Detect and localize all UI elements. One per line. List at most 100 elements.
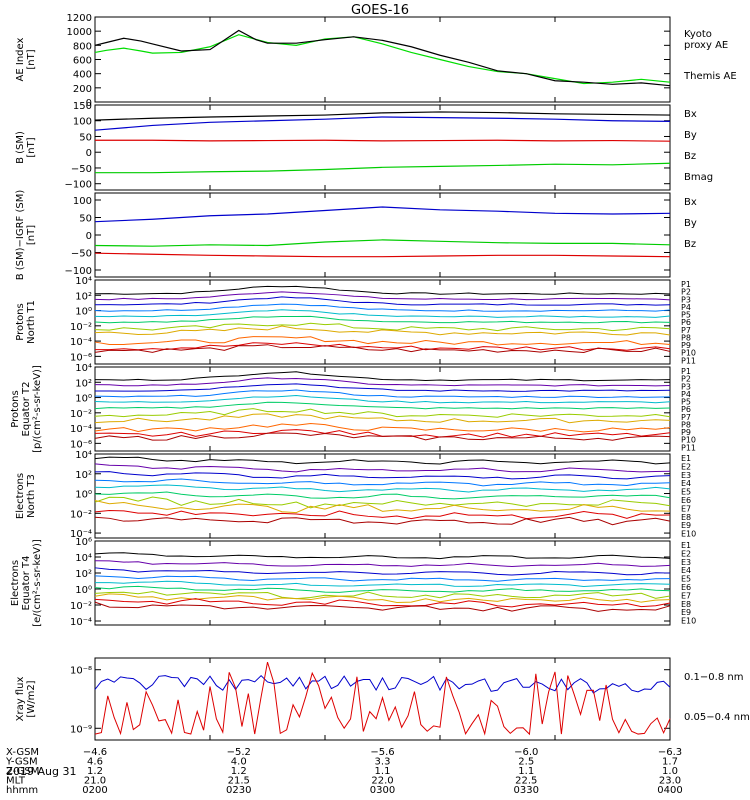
- channel-line: [94, 510, 671, 520]
- channel-line: [94, 567, 671, 576]
- x-row-value: 0330: [514, 785, 539, 796]
- legend-label: Bz: [684, 151, 696, 162]
- channel-label: P10: [681, 349, 696, 358]
- channel-line: [94, 591, 671, 600]
- y-axis-label: ProtonsNorth T1: [15, 300, 37, 344]
- panel-frame: [94, 540, 671, 626]
- channel-label: E6: [681, 496, 691, 505]
- x-row-value: 0200: [82, 785, 107, 796]
- x-row-label: Y-GSM: [5, 757, 38, 768]
- channel-line: [94, 309, 671, 318]
- series-line: [94, 111, 671, 121]
- series-line: [94, 29, 671, 87]
- channel-line: [94, 601, 671, 612]
- legend-label: Bx: [684, 109, 697, 120]
- y-tick-label: 10²: [75, 569, 92, 580]
- y-tick-label: 10⁻⁹: [70, 724, 92, 735]
- channel-line: [94, 296, 671, 306]
- y-tick-label: −50: [71, 249, 92, 260]
- channel-line: [94, 585, 671, 593]
- panel-3: −100 −50 0 50 100 B (SM)−IGRF (SM)[nT] Bx By Bz: [15, 190, 697, 281]
- y-tick-label: 10⁻²: [70, 601, 92, 612]
- y-tick-label: 10⁻⁴: [70, 337, 92, 348]
- channel-line: [94, 496, 671, 509]
- y-tick-label: −100: [65, 266, 92, 277]
- x-row-value: 23.0: [659, 776, 681, 787]
- y-tick-label: 10⁰: [75, 585, 92, 596]
- channel-line: [94, 377, 671, 387]
- y-axis-label: ElectronsEquator T4[e/(cm²-s-sr-keV)]: [10, 539, 43, 627]
- y-tick-label: 10⁻⁸: [70, 666, 92, 677]
- channel-line: [94, 423, 671, 433]
- channel-label: P2: [681, 288, 691, 297]
- panel-frame: [94, 104, 671, 191]
- x-row-label: MLT: [6, 776, 26, 787]
- panel-1: 0 200 400 600 800 1000 1200 AE Index[nT] Kyoto pr…: [15, 13, 737, 109]
- series-line: [94, 206, 671, 223]
- panel-8: 10⁻⁹ 10⁻⁸ Xray flux[W/m2] 0.1−0.8 nm 0.05−0.…: [15, 657, 750, 741]
- x-row-value: 21.0: [84, 776, 106, 787]
- channel-line: [94, 291, 671, 301]
- x-row-label: Z-GSM: [6, 766, 39, 777]
- y-tick-label: 800: [73, 41, 92, 52]
- channel-label: E7: [681, 591, 691, 600]
- channel-label: P5: [681, 398, 691, 407]
- channel-label: P3: [681, 382, 691, 391]
- channel-line: [94, 408, 671, 418]
- channel-label: E3: [681, 471, 691, 480]
- channel-line: [94, 463, 671, 473]
- panel-6: 10⁻⁴ 10⁻² 10⁰ 10² 10⁴ ElectronsNorth T3 E1E2E3…: [15, 450, 696, 540]
- channel-line: [94, 383, 671, 392]
- x-row-value: 0230: [226, 785, 251, 796]
- channel-line: [94, 322, 671, 332]
- channel-label: E6: [681, 583, 691, 592]
- channel-label: P9: [681, 428, 691, 437]
- x-row-label: X-GSM: [6, 747, 39, 758]
- channel-line: [94, 575, 671, 582]
- channel-label: E4: [681, 566, 691, 575]
- y-tick-label: 10⁰: [75, 490, 92, 501]
- x-row-value: 1.2: [231, 766, 247, 777]
- y-tick-label: 10²: [75, 470, 92, 481]
- y-axis-label: ProtonsEquator T2[p/(cm²-s-sr-keV)]: [10, 365, 43, 453]
- x-row-value: −6.0: [514, 747, 538, 758]
- legend-label: Bx: [684, 197, 697, 208]
- channel-label: E7: [681, 504, 691, 513]
- legend-label: 0.05−0.4 nm: [684, 712, 750, 723]
- panel-frame: [94, 453, 671, 539]
- channel-line: [94, 395, 671, 404]
- y-tick-label: 600: [73, 56, 92, 67]
- channel-line: [94, 478, 671, 487]
- channel-label: E2: [681, 549, 691, 558]
- y-axis-label: AE Index[nT]: [15, 37, 37, 81]
- channel-line: [94, 560, 671, 568]
- y-tick-label: 10⁰: [75, 307, 92, 318]
- x-row-value: 3.3: [375, 757, 391, 768]
- channel-label: E10: [681, 617, 696, 626]
- y-tick-label: 100: [73, 196, 92, 207]
- panel-frame: [94, 366, 671, 452]
- y-axis-label: B (SM)−IGRF (SM)[nT]: [15, 190, 37, 281]
- x-row-value: 2.5: [518, 757, 534, 768]
- channel-line: [94, 342, 671, 351]
- x-row-value: 0300: [370, 785, 395, 796]
- y-tick-label: 1000: [67, 27, 92, 38]
- y-tick-label: 10⁴: [75, 553, 92, 564]
- channel-label: E8: [681, 600, 691, 609]
- x-row-value: −5.6: [370, 747, 394, 758]
- y-tick-label: 150: [73, 101, 92, 112]
- channel-label: P9: [681, 341, 691, 350]
- y-tick-label: 10⁻²: [70, 409, 92, 420]
- legend-label: Kyoto proxy AE: [684, 29, 728, 51]
- y-tick-label: 10⁴: [75, 363, 92, 374]
- x-row-value: −6.3: [658, 747, 682, 758]
- channel-label: P1: [681, 367, 691, 376]
- x-row-value: 1.0: [662, 766, 678, 777]
- y-tick-label: 10²: [75, 378, 92, 389]
- x-row-value: 1.7: [662, 757, 678, 768]
- channel-label: E1: [681, 454, 691, 463]
- series-line: [94, 674, 671, 694]
- channel-line: [94, 303, 671, 312]
- channel-label: E4: [681, 479, 691, 488]
- channel-label: P11: [681, 356, 696, 365]
